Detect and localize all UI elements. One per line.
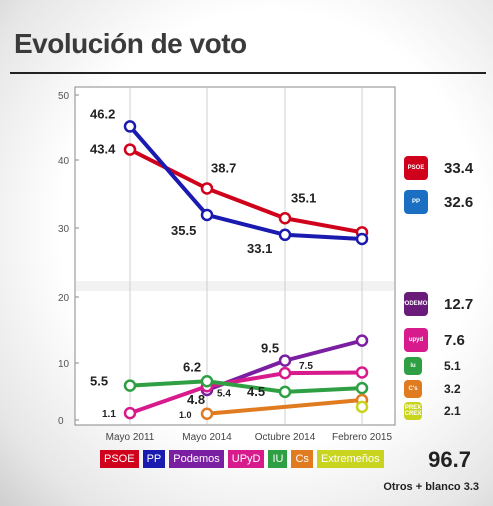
final-value-iu: 5.1 <box>444 359 461 373</box>
psoe-logo: PSOE <box>404 156 428 180</box>
upyd-logo: upyd <box>404 328 428 352</box>
data-point-pp <box>123 120 137 133</box>
legend: PSOE PP Podemos UPyD IU Cs Extremeños <box>100 450 384 468</box>
data-label: 6.2 <box>183 359 201 374</box>
others-label: Otros + blanco 3.3 <box>383 481 479 493</box>
data-label: 1.1 <box>102 409 116 420</box>
pp-logo: PP <box>404 190 428 214</box>
series-line-pp <box>283 232 364 241</box>
y-tick-label: 30 <box>58 224 70 235</box>
series-line-psoe <box>283 216 364 235</box>
data-point-iu <box>200 375 214 388</box>
y-tick-label: 0 <box>58 416 64 427</box>
data-point-upyd <box>278 366 292 380</box>
data-label: 38.7 <box>211 160 236 175</box>
data-label: 4.8 <box>187 392 205 407</box>
data-label: 43.4 <box>90 142 116 157</box>
data-point-pp <box>200 208 214 222</box>
final-value-pp: 32.6 <box>444 193 474 211</box>
data-point-pp <box>355 232 369 246</box>
axis-break <box>76 281 394 291</box>
data-label: 4.5 <box>247 384 265 399</box>
data-point-iu <box>123 379 137 392</box>
title-divider <box>10 72 486 74</box>
series-line-cs <box>205 398 364 416</box>
final-value-podemos: 12.7 <box>444 295 474 313</box>
y-tick-label: 40 <box>58 156 70 167</box>
final-value-upyd: 7.6 <box>444 331 465 349</box>
data-label: 1.0 <box>179 410 192 420</box>
series-line-pp <box>205 212 287 237</box>
plot-area <box>74 86 396 426</box>
data-label: 5.5 <box>90 374 108 389</box>
data-point-upyd <box>123 406 137 420</box>
data-point-cs <box>200 407 214 420</box>
data-point-pp <box>278 228 292 242</box>
data-label: 7.5 <box>299 361 313 372</box>
cs-logo: C's <box>404 380 422 398</box>
data-point-psoe <box>200 182 214 195</box>
data-label: 5.4 <box>217 388 231 399</box>
y-tick-label: 20 <box>58 293 70 304</box>
podemos-logo: PODEMOS <box>401 292 431 316</box>
legend-item-cs: Cs <box>291 450 313 468</box>
total-value: 96.7 <box>428 447 471 472</box>
final-value-cs: 3.2 <box>444 382 461 396</box>
data-point-iu <box>278 385 292 399</box>
legend-item-extremeños: Extremeños <box>316 450 384 468</box>
series-line-iu <box>128 379 209 388</box>
series-line-upyd <box>128 384 209 416</box>
x-tick-label: Febrero 2015 <box>332 432 392 443</box>
x-tick-label: Octubre 2014 <box>255 432 316 443</box>
chart-title: Evolución de voto <box>14 28 247 59</box>
legend-item-iu: IU <box>268 450 288 468</box>
series-line-iu <box>283 386 364 394</box>
series-line-podemos <box>283 338 364 363</box>
y-tick-label: 10 <box>58 359 70 370</box>
series-line-psoe <box>205 186 287 221</box>
legend-item-pp: PP <box>142 450 166 468</box>
series-line-upyd <box>283 370 364 376</box>
data-point-podemos <box>355 334 369 347</box>
x-tick-label: Mayo 2011 <box>106 432 155 443</box>
extremenos-logo: PREX CREX <box>404 402 422 420</box>
iu-logo: iu <box>404 357 422 375</box>
series-line-pp <box>128 124 209 217</box>
x-tick-label: Mayo 2014 <box>182 432 232 443</box>
data-point-iu <box>355 381 369 395</box>
data-label: 46.2 <box>90 106 115 121</box>
series-line-iu <box>205 379 287 394</box>
y-tick-label: 50 <box>58 91 70 102</box>
data-label: 35.5 <box>171 223 196 238</box>
data-point-extremeños <box>355 400 369 414</box>
data-point-podemos <box>278 354 292 367</box>
data-point-psoe <box>278 212 292 225</box>
final-value-psoe: 33.4 <box>444 159 474 177</box>
final-value-extremeños: 2.1 <box>444 404 461 418</box>
data-point-upyd <box>355 366 369 379</box>
legend-item-podemos: Podemos <box>169 450 224 468</box>
legend-item-psoe: PSOE <box>100 450 139 468</box>
legend-item-upyd: UPyD <box>227 450 265 468</box>
data-label: 9.5 <box>261 341 279 356</box>
data-point-psoe <box>123 143 137 156</box>
data-label: 35.1 <box>291 190 316 205</box>
data-label: 33.1 <box>247 241 272 256</box>
